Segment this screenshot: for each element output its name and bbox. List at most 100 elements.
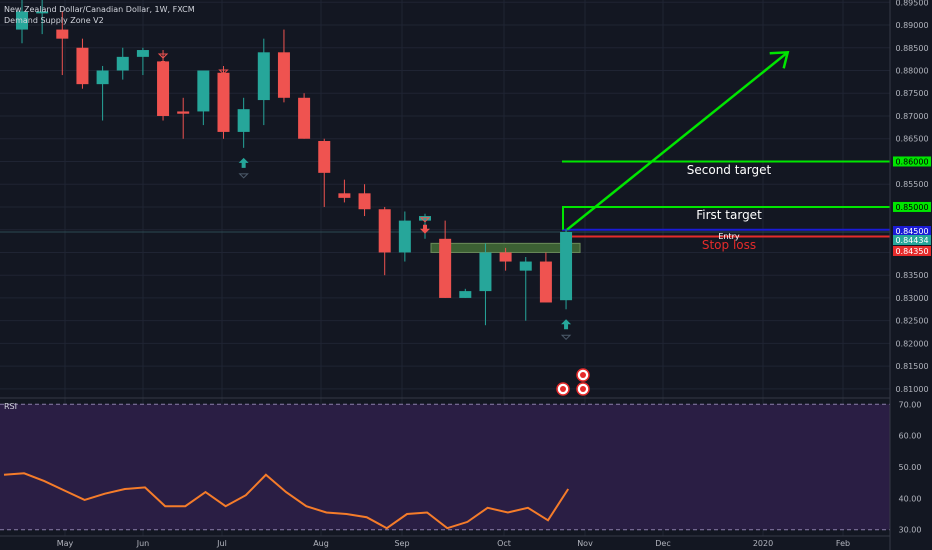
price-tick-label: 0.87000 bbox=[895, 112, 928, 121]
flag-icon-dot bbox=[580, 372, 586, 378]
fractal-up-triangle bbox=[238, 173, 249, 179]
time-tick-label: Nov bbox=[577, 539, 593, 548]
time-axis[interactable]: May Jun Jul Aug Sep Oct Nov Dec 2020 Feb bbox=[0, 535, 890, 548]
axis-background bbox=[890, 0, 932, 550]
rsi-tick-label: 30.00 bbox=[899, 526, 922, 535]
price-tag-second-target bbox=[893, 156, 931, 167]
candle-body bbox=[237, 109, 250, 132]
second-target-label: Second target bbox=[687, 163, 772, 177]
target-levels bbox=[562, 160, 890, 238]
fractal-markers bbox=[157, 53, 590, 396]
price-tag-current bbox=[893, 235, 931, 245]
time-tick-label: Oct bbox=[497, 539, 511, 548]
price-tick-label: 0.83000 bbox=[895, 294, 928, 303]
candle-body bbox=[16, 11, 28, 30]
candle-body bbox=[439, 238, 452, 298]
time-tick-label: Jul bbox=[216, 539, 227, 548]
chart-legend: New Zealand Dollar/Canadian Dollar, 1W, … bbox=[4, 4, 195, 26]
price-tag-text-current: 0.84434 bbox=[895, 236, 928, 245]
price-tick-label: 0.82500 bbox=[895, 317, 928, 326]
candle-body bbox=[96, 70, 109, 85]
time-tick-label: May bbox=[57, 539, 74, 548]
stop-loss-label: Stop loss bbox=[702, 238, 756, 252]
symbol-title[interactable]: New Zealand Dollar/Canadian Dollar, 1W, … bbox=[4, 5, 195, 14]
buy-arrow-icon bbox=[238, 157, 249, 168]
price-tag-text-entry: 0.84500 bbox=[895, 227, 928, 236]
rsi-line bbox=[3, 472, 570, 530]
candle-body bbox=[277, 52, 290, 98]
first-target-label: First target bbox=[696, 208, 762, 222]
projection-line bbox=[566, 51, 789, 231]
time-tick-label: Feb bbox=[836, 539, 850, 548]
candle-body bbox=[398, 220, 411, 253]
candle-body bbox=[136, 50, 149, 57]
indicator-title[interactable]: Demand Supply Zone V2 bbox=[4, 16, 104, 25]
candle-body bbox=[378, 209, 391, 253]
candle-body bbox=[76, 47, 89, 85]
price-tick-label: 0.86500 bbox=[895, 135, 928, 144]
price-tick-label: 0.85500 bbox=[895, 180, 928, 189]
rsi-band bbox=[0, 404, 890, 530]
candle-body bbox=[358, 193, 371, 210]
candle-body bbox=[519, 261, 532, 271]
candle-body bbox=[338, 193, 351, 198]
price-axis[interactable]: 0.89500 0.89000 0.88500 0.88000 0.87500 0.870… bbox=[889, 0, 932, 550]
candle-body bbox=[318, 141, 331, 173]
time-tick-label: Aug bbox=[313, 539, 329, 548]
projection-arrowhead bbox=[769, 50, 790, 69]
fractal-up-triangle bbox=[560, 334, 572, 341]
price-tag-first-target bbox=[893, 201, 931, 212]
candle-body bbox=[177, 111, 190, 114]
price-tick-label: 0.82000 bbox=[895, 339, 928, 348]
price-tag-entry bbox=[893, 226, 931, 236]
fractal-down-triangle bbox=[218, 69, 229, 75]
rsi-tick-label: 70.00 bbox=[899, 400, 922, 409]
buy-arrow-icon bbox=[561, 319, 572, 330]
earnings-icon-dot bbox=[580, 386, 586, 392]
candle-body bbox=[560, 231, 573, 301]
rsi-tick-label: 40.00 bbox=[899, 494, 922, 503]
candle-body bbox=[459, 291, 472, 298]
fractal-down-triangle bbox=[157, 53, 169, 59]
candle-body bbox=[257, 52, 270, 101]
time-tick-label: Sep bbox=[394, 539, 409, 548]
rsi-background bbox=[0, 403, 890, 531]
rsi-tick-label: 50.00 bbox=[899, 463, 922, 472]
rsi-polyline bbox=[3, 472, 570, 530]
sell-arrow-icon bbox=[420, 224, 430, 234]
price-tick-label: 0.89500 bbox=[895, 0, 928, 7]
earnings-icon-dot bbox=[560, 386, 566, 392]
candle-body bbox=[217, 72, 230, 132]
projection-arrow bbox=[566, 50, 790, 231]
rsi-title[interactable]: RSI bbox=[4, 402, 17, 411]
time-tick-label: Jun bbox=[136, 539, 150, 548]
time-tick-label: Dec bbox=[655, 539, 670, 548]
candle-body bbox=[539, 261, 552, 303]
price-tag-text-second-target: 0.86000 bbox=[895, 157, 928, 166]
time-tick-label: 2020 bbox=[753, 539, 773, 548]
price-tick-label: 0.89000 bbox=[895, 21, 928, 30]
price-tick-label: 0.88500 bbox=[895, 44, 928, 53]
price-tick-label: 0.83500 bbox=[895, 271, 928, 280]
candle-body bbox=[419, 216, 431, 221]
candle-body bbox=[298, 97, 311, 139]
price-tick-label: 0.87500 bbox=[895, 89, 928, 98]
candle-body bbox=[56, 29, 69, 39]
rsi-tick-label: 60.00 bbox=[899, 432, 922, 441]
sell-arrow-icon bbox=[158, 61, 169, 71]
candle-body bbox=[36, 11, 49, 14]
fractal-down-triangle bbox=[419, 217, 431, 223]
candle-body bbox=[499, 252, 512, 262]
price-tag-text-first-target: 0.85000 bbox=[895, 203, 928, 212]
sell-arrow-icon bbox=[218, 76, 229, 86]
candle-body bbox=[116, 56, 129, 71]
candle-body bbox=[479, 252, 492, 292]
price-tick-label: 0.81500 bbox=[895, 362, 928, 371]
candle-body bbox=[197, 70, 210, 112]
candle-body bbox=[157, 61, 170, 116]
entry-label: Entry bbox=[718, 232, 740, 241]
price-tag-text-stop-loss: 0.84350 bbox=[895, 247, 928, 256]
candles bbox=[16, 0, 573, 326]
price-tick-label: 0.81000 bbox=[895, 385, 928, 394]
